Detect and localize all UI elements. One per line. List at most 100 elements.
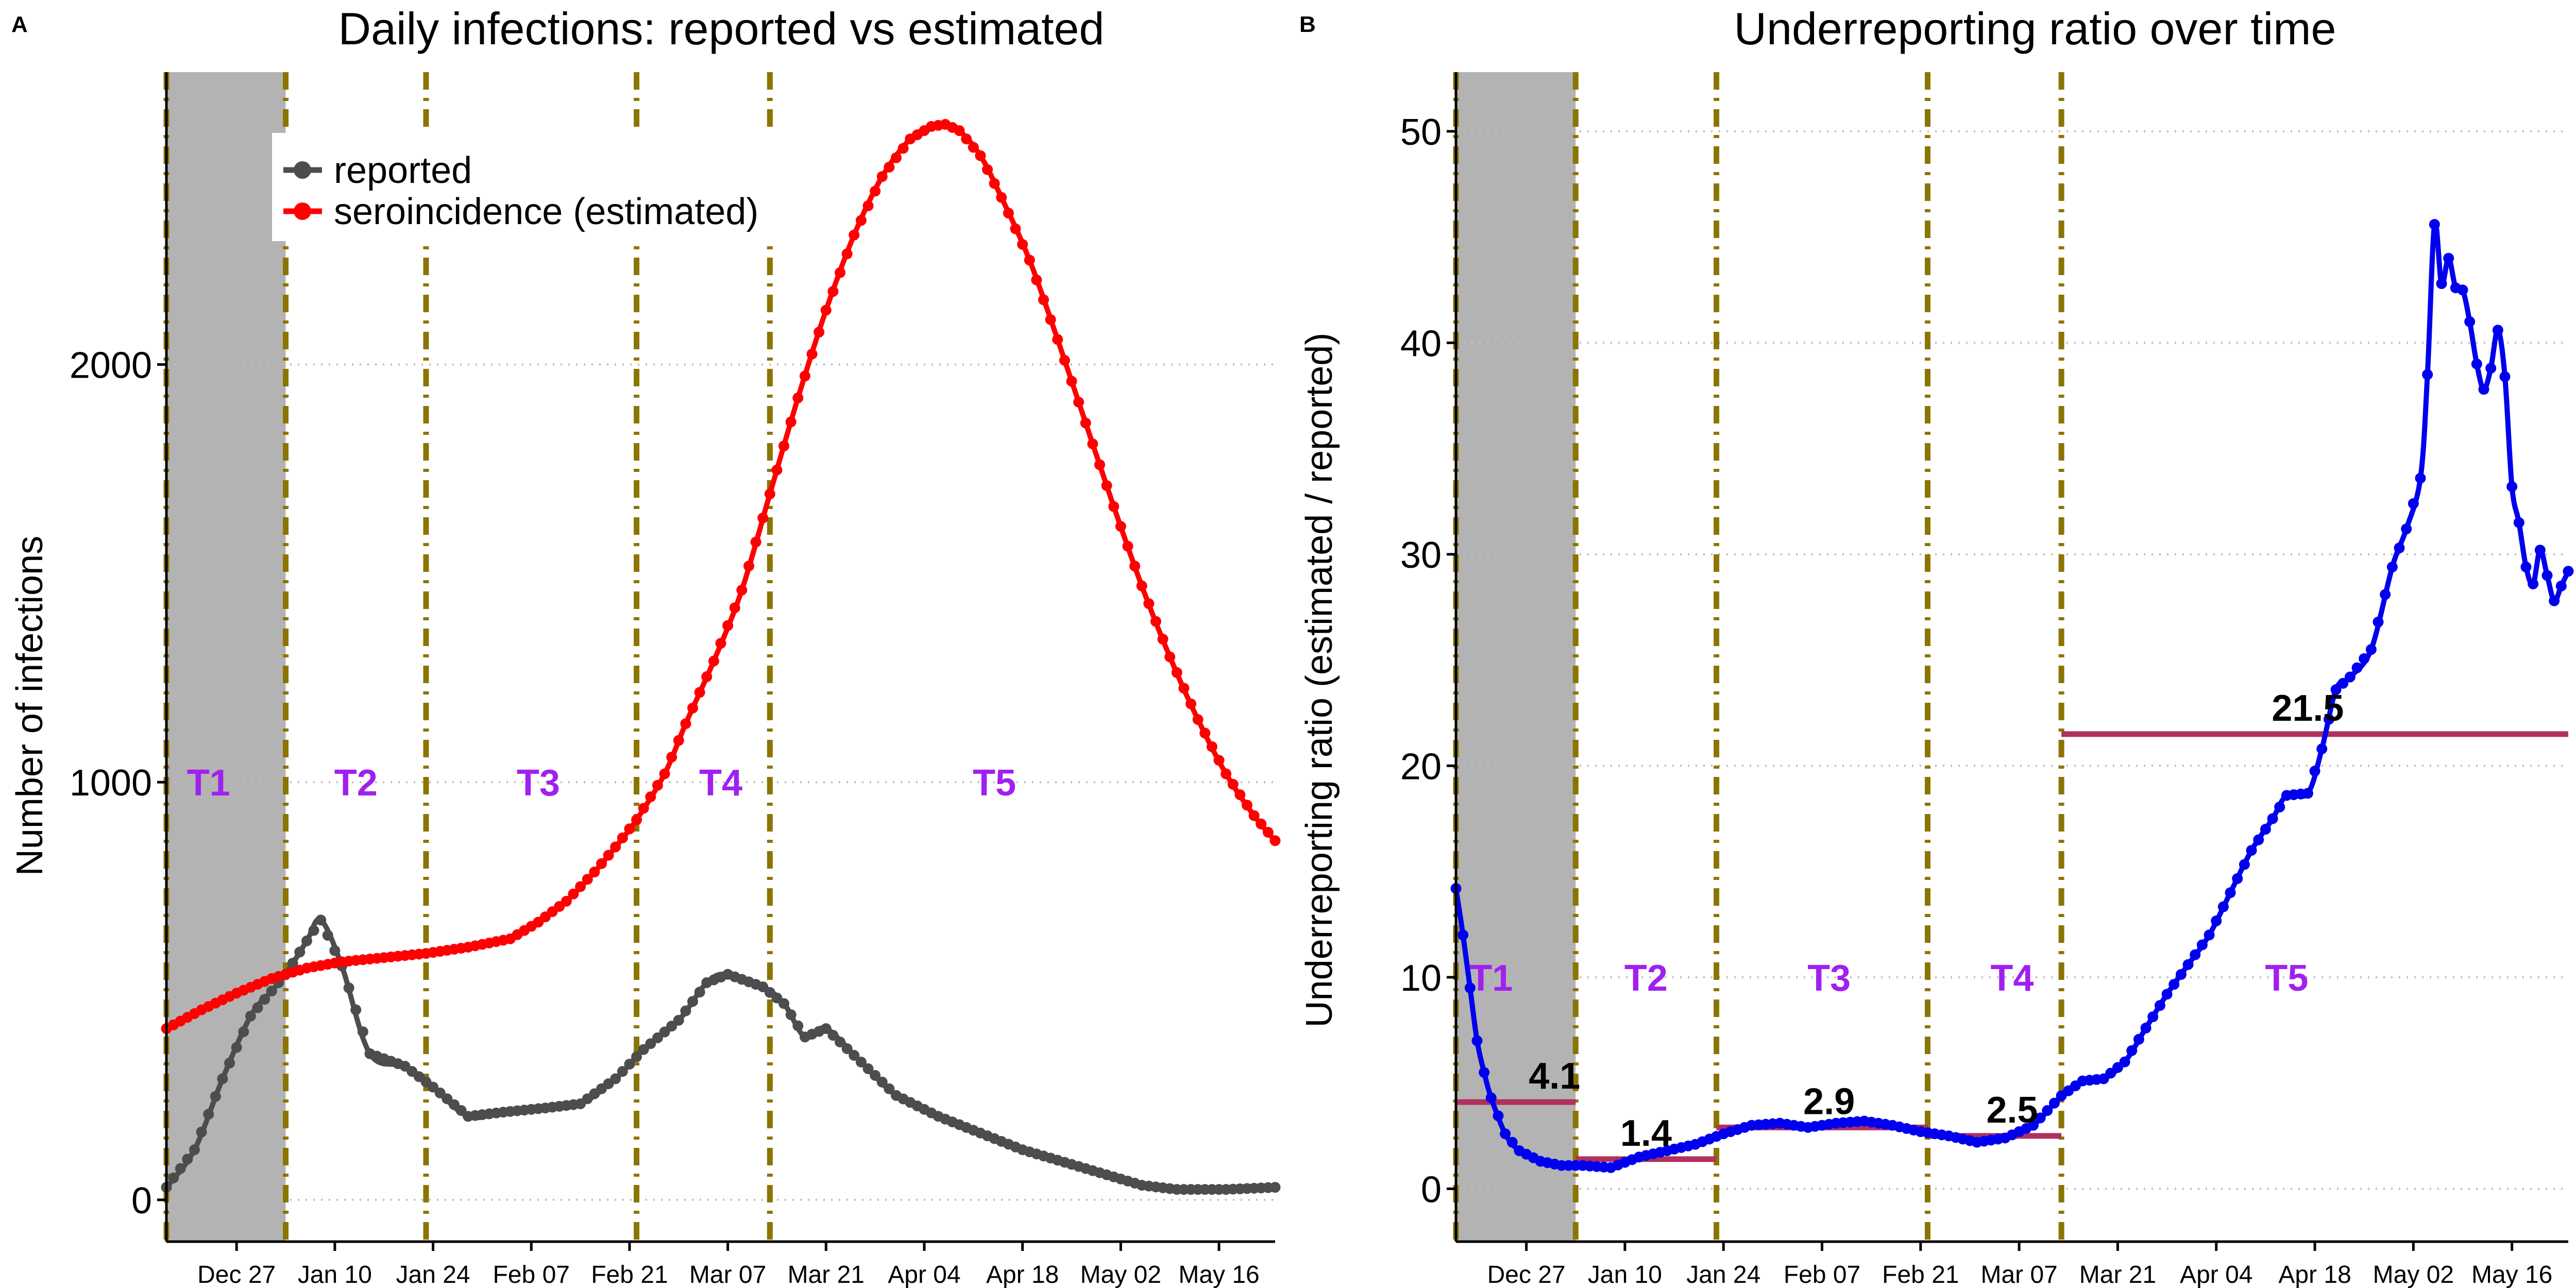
y-tick-label-1: 1000 [70,762,152,804]
data-point-reported-14 [259,994,270,1005]
data-point-seroincidence-61 [589,867,600,878]
data-point-ratio-108 [2211,915,2222,926]
data-point-ratio-128 [2351,662,2363,673]
series-line-seroincidence [165,121,1277,1031]
data-point-seroincidence-153 [1234,789,1246,801]
series-line-ratio [1453,219,2571,1171]
data-point-reported-27 [350,1004,362,1015]
data-point-seroincidence-139 [1136,580,1147,591]
data-point-ratio-143 [2457,284,2468,296]
data-point-ratio-136 [2408,498,2419,509]
data-point-seroincidence-138 [1129,561,1141,572]
y-tick-label-4: 40 [1400,323,1442,364]
data-point-seroincidence-100 [862,200,874,211]
data-point-seroincidence-93 [814,327,825,338]
data-point-seroincidence-105 [897,143,909,154]
data-point-seroincidence-101 [870,185,881,197]
data-point-ratio-1 [1458,929,1469,941]
data-point-ratio-148 [2492,325,2503,336]
x-tick-label-1: Jan 10 [1588,1261,1662,1288]
data-point-reported-4 [189,1144,200,1156]
data-point-reported-12 [245,1010,256,1022]
period-label-t5: T5 [973,762,1016,804]
period-mean-value-label-1: 4.1 [1529,1056,1580,1097]
data-point-reported-3 [182,1154,193,1165]
data-point-seroincidence-133 [1094,459,1105,470]
data-point-ratio-134 [2394,543,2405,554]
data-point-ratio-104 [2182,959,2194,970]
data-point-seroincidence-96 [835,267,846,278]
data-point-ratio-150 [2506,481,2518,493]
data-point-seroincidence-71 [659,768,670,779]
x-tick-label-0: Dec 27 [197,1261,276,1288]
data-point-reported-9 [224,1057,235,1069]
data-point-ratio-3 [1471,1035,1483,1046]
data-point-seroincidence-58 [568,888,579,900]
chart-a-plot-area: T1 T2 T3 T4 T5 0 1000 2000 Dec 27 Jan 10 Jan 24 Feb… [70,72,1281,1288]
data-point-seroincidence-113 [954,125,965,136]
data-point-seroincidence-99 [855,215,867,226]
data-point-seroincidence-72 [666,752,677,763]
data-point-seroincidence-89 [785,416,796,428]
data-point-ratio-139 [2429,219,2440,230]
y-tick-label-0: 0 [1421,1169,1442,1210]
x-tick-label-9: May 02 [1080,1261,1161,1288]
x-tick-label-4: Feb 21 [591,1261,668,1288]
data-point-seroincidence-97 [841,248,853,260]
x-tick-label-7: Apr 04 [888,1261,960,1288]
y-tick-label-3: 30 [1400,535,1442,576]
data-point-ratio-111 [2232,873,2243,884]
chart-b-title: Underreporting ratio over time [1734,3,2336,54]
data-point-ratio-115 [2260,824,2271,835]
period-label-t4: T4 [699,762,742,804]
data-point-ratio-153 [2528,578,2539,589]
data-point-seroincidence-77 [701,671,713,683]
data-point-seroincidence-117 [982,164,993,175]
data-point-ratio-95 [2119,1056,2130,1067]
data-point-reported-73 [673,1014,684,1026]
period-mean-value-label-3: 2.9 [1803,1081,1855,1122]
data-point-seroincidence-146 [1185,698,1197,709]
data-point-ratio-100 [2154,1000,2165,1011]
x-tick-label-9: May 02 [2373,1261,2454,1288]
data-point-ratio-151 [2513,517,2524,528]
data-point-seroincidence-115 [968,142,979,153]
data-point-ratio-152 [2520,562,2532,573]
data-point-ratio-121 [2302,788,2313,799]
x-tick-label-0: Dec 27 [1487,1261,1566,1288]
data-point-ratio-144 [2464,316,2476,327]
data-point-ratio-110 [2225,887,2236,899]
data-point-ratio-147 [2485,363,2497,374]
x-tick-label-7: Apr 04 [2180,1261,2252,1288]
data-point-reported-90 [792,1020,804,1031]
data-point-ratio-155 [2541,570,2553,581]
data-point-seroincidence-84 [750,536,761,548]
data-point-ratio-129 [2359,653,2370,664]
data-point-ratio-156 [2549,595,2560,606]
data-point-reported-74 [680,1005,691,1016]
data-point-seroincidence-60 [582,874,593,885]
data-point-seroincidence-156 [1256,818,1267,829]
data-point-reported-1 [168,1172,179,1183]
data-point-reported-11 [238,1026,249,1038]
data-point-ratio-98 [2140,1022,2151,1033]
data-point-seroincidence-59 [575,881,586,892]
data-point-seroincidence-85 [757,512,769,523]
data-point-seroincidence-70 [652,779,663,791]
data-point-seroincidence-87 [771,464,783,476]
data-point-reported-28 [357,1026,368,1038]
data-point-seroincidence-122 [1017,239,1028,250]
data-point-reported-96 [835,1036,846,1047]
chart-a-y-axis-label: Number of infections [9,536,50,876]
data-point-ratio-7 [1500,1128,1511,1140]
data-point-reported-2 [175,1163,186,1174]
y-tick-label-2: 20 [1400,746,1442,787]
chart-a-title: Daily infections: reported vs estimated [338,3,1105,54]
period-label-t2: T2 [334,762,378,804]
data-point-reported-24 [329,945,341,956]
data-point-seroincidence-157 [1262,827,1274,838]
data-point-reported-89 [785,1009,796,1021]
data-point-seroincidence-81 [729,602,740,614]
data-point-seroincidence-126 [1045,314,1056,325]
data-point-seroincidence-62 [596,858,607,869]
